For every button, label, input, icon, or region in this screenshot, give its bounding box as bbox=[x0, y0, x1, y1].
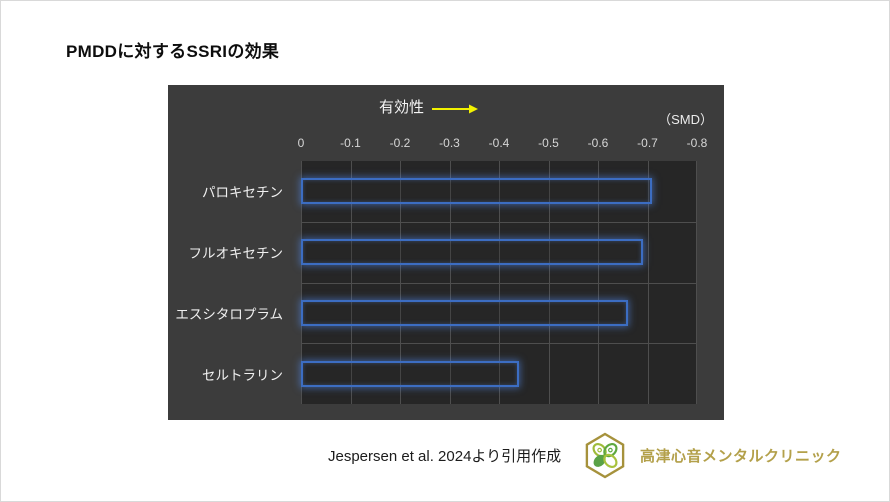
x-tick-label: -0.1 bbox=[340, 136, 361, 150]
category-label: パロキセチン bbox=[202, 185, 283, 201]
horizontal-gridline bbox=[301, 221, 697, 223]
category-label: エスシタロプラム bbox=[175, 306, 283, 322]
effectiveness-label: 有効性 bbox=[379, 99, 425, 116]
horizontal-gridline bbox=[301, 343, 697, 345]
x-tick-label: -0.7 bbox=[637, 136, 658, 150]
category-label: フルオキセチン bbox=[188, 246, 284, 262]
chart-panel: 有効性 （SMD） 0 -0.1 -0.2 -0.3 -0.4 -0.5 -0.6 -0.7 -… bbox=[168, 85, 724, 420]
effectiveness-arrow-icon bbox=[432, 104, 478, 114]
bar-3 bbox=[301, 299, 628, 326]
x-tick-label: -0.6 bbox=[587, 136, 609, 150]
category-labels: パロキセチンフルオキセチンエスシタロプラムセルトラリン bbox=[168, 161, 292, 404]
x-tick-label: -0.4 bbox=[488, 136, 510, 150]
clinic-logo-icon bbox=[585, 432, 625, 479]
bar-2 bbox=[301, 239, 643, 266]
bar-1 bbox=[301, 178, 653, 205]
footer: Jespersen et al. 2024より引用作成 高津心音メンタルクリニッ… bbox=[1, 429, 889, 485]
x-tick-label: -0.3 bbox=[439, 136, 460, 150]
horizontal-gridline bbox=[301, 282, 697, 284]
x-tick-label: -0.5 bbox=[538, 136, 559, 150]
page-title: PMDDに対するSSRIの効果 bbox=[66, 42, 280, 61]
x-axis-ticks: 0 -0.1 -0.2 -0.3 -0.4 -0.5 -0.6 -0.7 -0.8 bbox=[297, 136, 708, 152]
citation-text: Jespersen et al. 2024より引用作成 bbox=[328, 448, 562, 465]
smd-unit-label: （SMD） bbox=[658, 112, 713, 127]
x-tick-label: -0.2 bbox=[389, 136, 411, 150]
category-label: セルトラリン bbox=[202, 367, 283, 383]
bar-4 bbox=[301, 360, 519, 387]
clinic-name: 高津心音メンタルクリニック bbox=[640, 448, 842, 465]
x-tick-label: 0 bbox=[297, 136, 305, 150]
plot-area bbox=[301, 161, 697, 404]
x-tick-label: -0.8 bbox=[686, 136, 708, 150]
